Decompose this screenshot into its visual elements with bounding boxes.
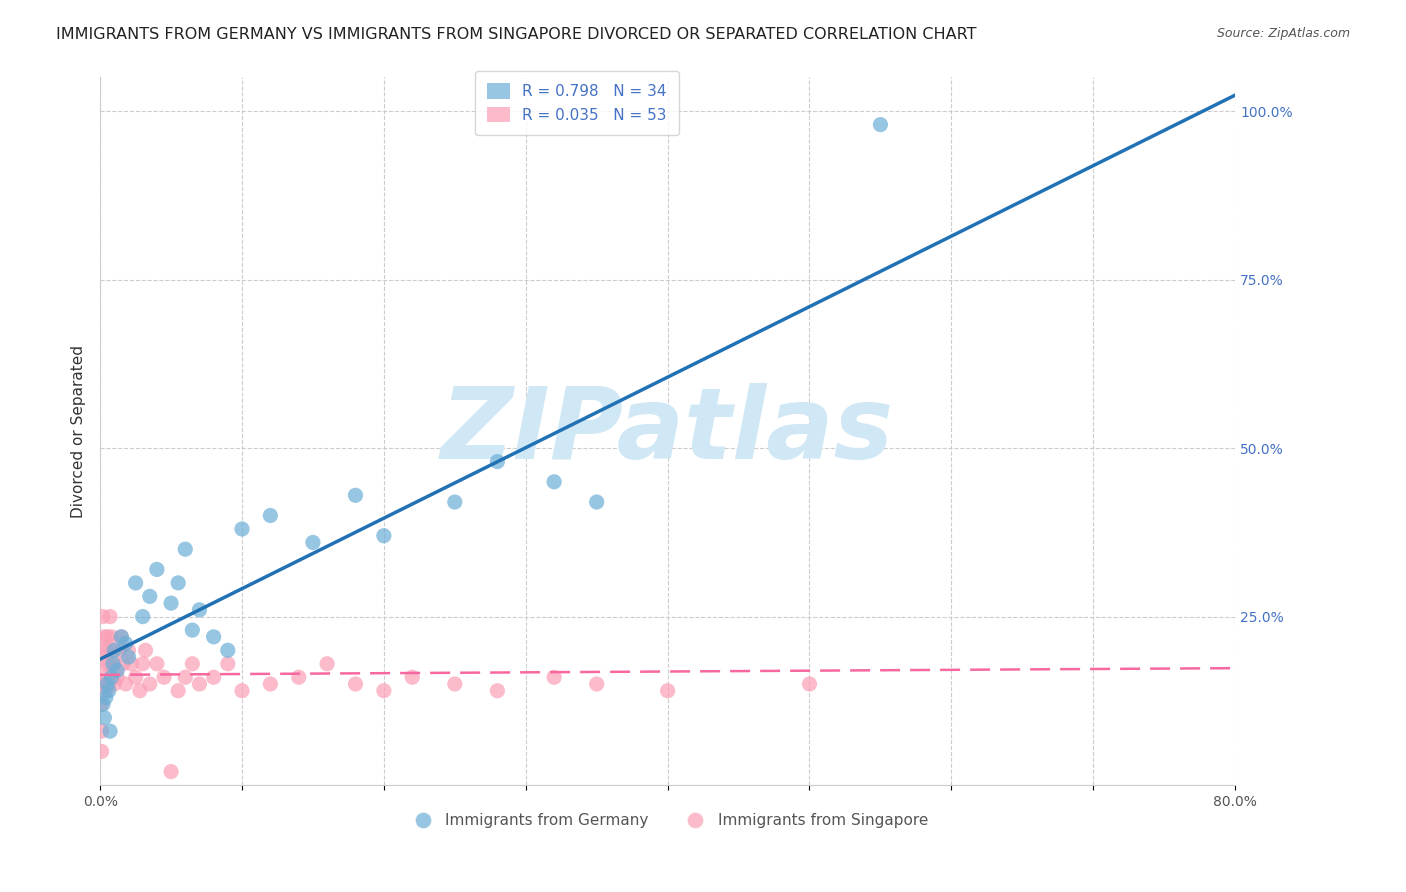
Point <box>117 650 139 665</box>
Point <box>101 643 124 657</box>
Point <box>96 643 118 657</box>
Point <box>135 643 157 657</box>
Point <box>105 670 128 684</box>
Point <box>103 657 125 671</box>
Point <box>124 575 146 590</box>
Legend: Immigrants from Germany, Immigrants from Singapore: Immigrants from Germany, Immigrants from… <box>401 807 934 834</box>
Point <box>131 609 153 624</box>
Point <box>101 657 124 671</box>
Point <box>96 630 118 644</box>
Point <box>188 603 211 617</box>
Text: IMMIGRANTS FROM GERMANY VS IMMIGRANTS FROM SINGAPORE DIVORCED OR SEPARATED CORRE: IMMIGRANTS FROM GERMANY VS IMMIGRANTS FR… <box>56 27 977 42</box>
Point <box>543 475 565 489</box>
Point <box>110 630 132 644</box>
Point <box>401 670 423 684</box>
Point <box>128 683 150 698</box>
Point <box>111 657 134 671</box>
Point <box>108 643 131 657</box>
Point <box>139 677 162 691</box>
Point <box>146 562 169 576</box>
Point <box>97 683 120 698</box>
Point <box>94 690 117 705</box>
Point <box>91 643 114 657</box>
Point <box>217 643 239 657</box>
Point <box>174 670 197 684</box>
Point <box>202 630 225 644</box>
Point <box>94 683 117 698</box>
Point <box>124 670 146 684</box>
Point <box>93 630 115 644</box>
Point <box>657 683 679 698</box>
Point <box>302 535 325 549</box>
Point <box>131 657 153 671</box>
Point <box>100 630 122 644</box>
Point <box>97 657 120 671</box>
Point <box>105 664 128 678</box>
Point <box>91 609 114 624</box>
Point <box>174 542 197 557</box>
Point <box>188 677 211 691</box>
Point <box>869 118 891 132</box>
Point <box>114 677 136 691</box>
Point <box>103 677 125 691</box>
Point <box>103 643 125 657</box>
Point <box>91 697 114 711</box>
Point <box>90 697 112 711</box>
Point <box>153 670 176 684</box>
Point <box>344 677 367 691</box>
Point <box>287 670 309 684</box>
Point <box>146 657 169 671</box>
Point <box>231 683 253 698</box>
Point <box>114 636 136 650</box>
Point <box>486 454 509 468</box>
Point <box>344 488 367 502</box>
Text: ZIPatlas: ZIPatlas <box>441 383 894 480</box>
Point <box>316 657 339 671</box>
Point <box>373 683 395 698</box>
Point <box>139 590 162 604</box>
Point <box>443 495 465 509</box>
Point <box>117 643 139 657</box>
Point <box>585 495 607 509</box>
Point <box>90 744 112 758</box>
Point <box>160 596 183 610</box>
Point <box>259 677 281 691</box>
Point <box>93 657 115 671</box>
Point <box>167 575 190 590</box>
Point <box>486 683 509 698</box>
Point <box>91 677 114 691</box>
Point <box>110 630 132 644</box>
Point <box>543 670 565 684</box>
Point <box>443 677 465 691</box>
Point <box>90 724 112 739</box>
Text: Source: ZipAtlas.com: Source: ZipAtlas.com <box>1216 27 1350 40</box>
Point <box>160 764 183 779</box>
Point <box>202 670 225 684</box>
Point <box>585 677 607 691</box>
Point <box>373 529 395 543</box>
Point <box>94 670 117 684</box>
Point <box>181 623 204 637</box>
Y-axis label: Divorced or Separated: Divorced or Separated <box>72 345 86 517</box>
Point <box>100 670 122 684</box>
Point <box>97 677 120 691</box>
Point <box>217 657 239 671</box>
Point <box>93 711 115 725</box>
Point <box>98 724 121 739</box>
Point <box>181 657 204 671</box>
Point <box>96 677 118 691</box>
Point <box>231 522 253 536</box>
Point <box>98 609 121 624</box>
Point <box>167 683 190 698</box>
Point <box>799 677 821 691</box>
Point <box>259 508 281 523</box>
Point <box>120 657 142 671</box>
